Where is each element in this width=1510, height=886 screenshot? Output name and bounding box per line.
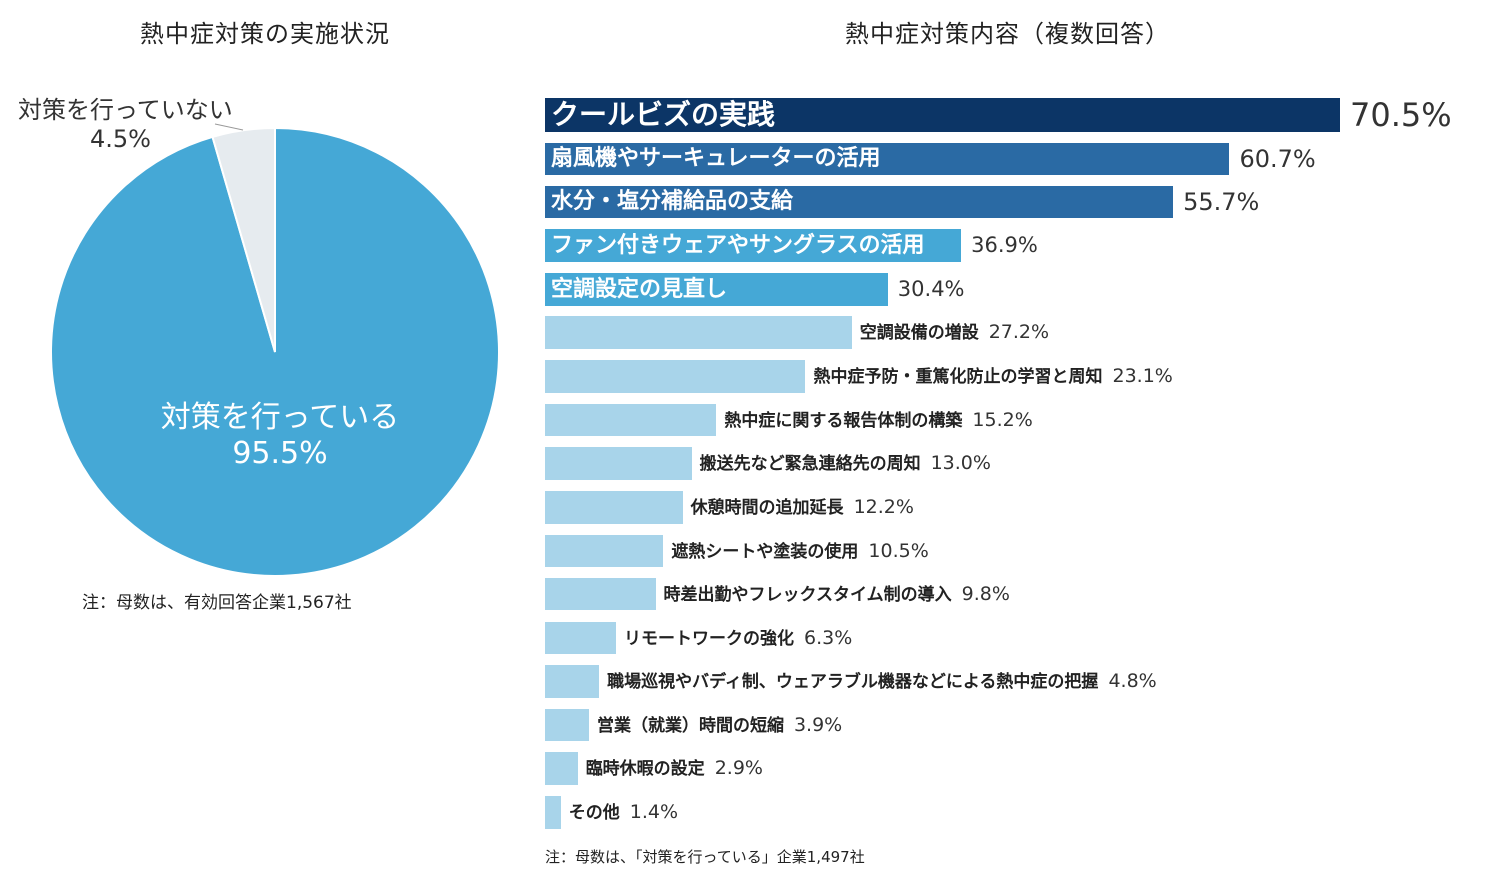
pie-label-no-value: 4.5% [90, 125, 151, 153]
bar-9 [545, 447, 692, 480]
pie-label-yes-text: 対策を行っている [160, 400, 400, 435]
bar-7 [545, 360, 806, 393]
bar-category-label-15: 営業（就業）時間の短縮 3.9% [597, 709, 842, 741]
bar-value-label-6: 27.2% [988, 321, 1050, 343]
bar-category-text-16: 臨時休暇の設定 [585, 759, 705, 779]
bar-category-label-4: ファン付きウェアやサングラスの活用 [551, 233, 925, 258]
bar-8 [545, 404, 717, 436]
pie-chart [50, 123, 500, 577]
bar-17 [545, 796, 561, 829]
bar-category-label-14: 職場巡視やバディ制、ウェアラブル機器などによる熱中症の把握 4.8% [607, 665, 1157, 698]
pie-leader-line [214, 123, 244, 131]
bar-category-label-8: 熱中症に関する報告体制の構築 15.2% [724, 404, 1032, 436]
bar-5 [545, 273, 888, 306]
bar-value-label-14: 4.8% [1108, 670, 1157, 692]
bar-category-label-7: 熱中症予防・重篤化防止の学習と周知 23.1% [813, 360, 1172, 393]
bar-category-label-2: 扇風機やサーキュレーターの活用 [551, 146, 881, 171]
bar-category-label-11: 遮熱シートや塗装の使用 10.5% [671, 535, 928, 567]
bar-value-label-8: 15.2% [972, 409, 1033, 431]
bar-3 [545, 186, 1174, 218]
bar-13 [545, 622, 617, 654]
bar-category-label-16: 臨時休暇の設定 2.9% [586, 752, 763, 785]
bar-6 [545, 316, 852, 349]
bar-value-label-13: 6.3% [804, 627, 853, 649]
bar-value-label-5: 30.4% [897, 277, 965, 301]
bar-15 [545, 709, 589, 741]
bar-category-text-15: 営業（就業）時間の短縮 [596, 716, 784, 736]
pie-chart-note: 注：母数は、有効回答企業1,567社 [82, 593, 352, 613]
bar-value-label-1: 70.5% [1350, 96, 1452, 134]
pie-label-no: 対策を行っていない 4.5% [18, 90, 233, 153]
bar-category-text-17: その他 [568, 803, 620, 823]
bar-category-label-13: リモートワークの強化 6.3% [624, 622, 852, 654]
bar-2 [545, 143, 1230, 175]
bar-16 [545, 752, 578, 785]
bar-value-label-17: 1.4% [629, 801, 679, 823]
pie-chart-title: 熱中症対策の実施状況 [140, 20, 390, 48]
bar-value-label-16: 2.9% [714, 757, 763, 779]
bar-value-label-11: 10.5% [868, 540, 929, 562]
bar-category-text-8: 熱中症に関する報告体制の構築 [724, 411, 963, 431]
pie-slice-no [211, 126, 276, 353]
bar-category-label-9: 搬送先など緊急連絡先の周知 13.0% [700, 447, 991, 480]
bar-category-label-1: クールビズの実践 [551, 98, 776, 131]
bar-10 [545, 491, 683, 524]
bar-12 [545, 578, 656, 610]
pie-label-no-text: 対策を行っていない [18, 96, 233, 124]
bar-category-label-10: 休憩時間の追加延長 12.2% [691, 491, 914, 524]
bar-category-text-11: 遮熱シートや塗装の使用 [671, 542, 859, 562]
bar-category-text-6: 空調設備の増設 [859, 323, 979, 343]
bar-category-text-7: 熱中症予防・重篤化防止の学習と周知 [813, 367, 1103, 387]
bar-value-label-7: 23.1% [1112, 365, 1173, 387]
bar-chart-note: 注：母数は、「対策を行っている」企業1,497社 [545, 848, 865, 866]
bar-category-text-12: 時差出勤やフレックスタイム制の導入 [663, 585, 952, 605]
bar-value-label-10: 12.2% [853, 496, 914, 518]
bar-value-label-2: 60.7% [1239, 145, 1316, 173]
bar-value-label-4: 36.9% [971, 233, 1038, 257]
bar-11 [545, 535, 664, 567]
bar-value-label-3: 55.7% [1183, 188, 1260, 216]
bar-category-label-12: 時差出勤やフレックスタイム制の導入 9.8% [664, 578, 1010, 610]
bar-category-text-9: 搬送先など緊急連絡先の周知 [699, 454, 921, 474]
bar-value-label-15: 3.9% [793, 714, 843, 736]
pie-label-yes-value: 95.5% [232, 436, 328, 471]
bar-category-text-13: リモートワークの強化 [624, 629, 795, 649]
pie-slice-yes [50, 126, 500, 577]
bar-4 [545, 229, 962, 262]
bar-value-label-12: 9.8% [961, 583, 1010, 605]
bar-category-label-6: 空調設備の増設 27.2% [860, 316, 1049, 349]
pie-label-yes: 対策を行っている 95.5% [150, 392, 410, 471]
bar-1 [545, 98, 1340, 132]
bar-chart-title: 熱中症対策内容（複数回答） [845, 20, 1170, 48]
bar-category-label-17: その他 1.4% [569, 796, 678, 829]
bar-category-text-14: 職場巡視やバディ制、ウェアラブル機器などによる熱中症の把握 [607, 672, 1099, 692]
bar-category-label-3: 水分・塩分補給品の支給 [551, 189, 794, 214]
bar-category-label-5: 空調設定の見直し [551, 277, 728, 302]
bar-value-label-9: 13.0% [930, 452, 991, 474]
bar-category-text-10: 休憩時間の追加延長 [690, 498, 844, 518]
bar-14 [545, 665, 600, 698]
